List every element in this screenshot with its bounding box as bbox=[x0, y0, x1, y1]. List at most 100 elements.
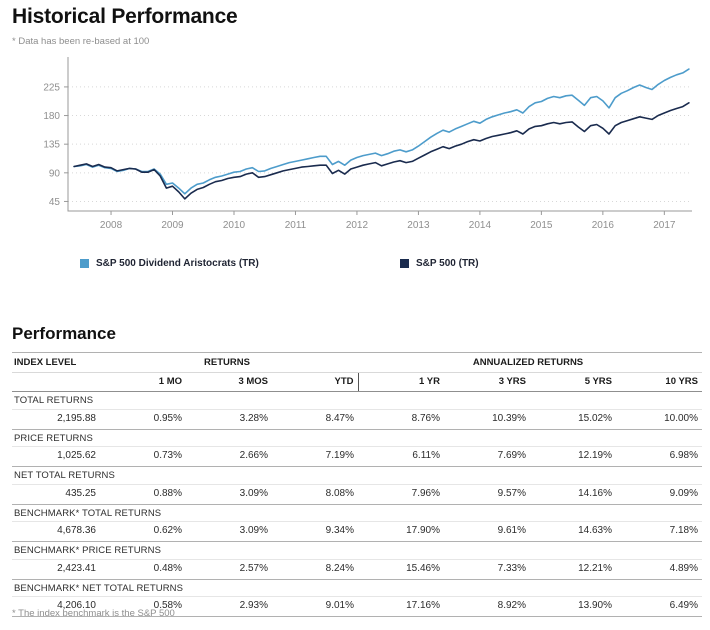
x-tick-label: 2014 bbox=[469, 220, 492, 231]
return-value: 9.09% bbox=[616, 484, 702, 505]
return-value: 2.57% bbox=[186, 559, 272, 580]
index-level-value: 1,025.62 bbox=[12, 446, 100, 467]
column-header-returns: RETURNS bbox=[100, 352, 358, 373]
x-tick-label: 2015 bbox=[530, 220, 553, 231]
return-value: 15.46% bbox=[358, 559, 444, 580]
return-value: 14.63% bbox=[530, 521, 616, 542]
column-header-index-level: INDEX LEVEL bbox=[12, 352, 100, 373]
return-value: 8.47% bbox=[272, 409, 358, 430]
return-value: 3.28% bbox=[186, 409, 272, 430]
x-tick-label: 2009 bbox=[161, 220, 184, 231]
x-tick-label: 2008 bbox=[100, 220, 123, 231]
return-value: 6.49% bbox=[616, 596, 702, 617]
x-tick-label: 2010 bbox=[223, 220, 246, 231]
x-tick-label: 2013 bbox=[407, 220, 430, 231]
table-row-label: TOTAL RETURNS bbox=[12, 391, 702, 410]
performance-heading: Performance bbox=[12, 324, 116, 343]
page-title: Historical Performance bbox=[12, 5, 238, 28]
table-row-values: 2,195.88 0.95% 3.28% 8.47% 8.76% 10.39% 15.02%… bbox=[12, 409, 702, 430]
rebase-note: * Data has been re-based at 100 bbox=[12, 36, 150, 47]
return-value: 10.00% bbox=[616, 409, 702, 430]
return-value: 6.98% bbox=[616, 446, 702, 467]
return-value: 13.90% bbox=[530, 596, 616, 617]
table-period-header-row: 1 MO 3 MOS YTD 1 YR 3 YRS 5 YRS 10 YRS bbox=[12, 372, 702, 392]
table-row-values: 2,423.41 0.48% 2.57% 8.24% 15.46% 7.33% 12.21%… bbox=[12, 559, 702, 580]
table-group-header-row: INDEX LEVEL RETURNS ANNUALIZED RETURNS bbox=[12, 352, 702, 373]
return-value: 9.61% bbox=[444, 521, 530, 542]
row-label: BENCHMARK* NET TOTAL RETURNS bbox=[12, 578, 702, 597]
column-header-5yrs: 5 YRS bbox=[530, 372, 616, 392]
return-value: 0.73% bbox=[100, 446, 186, 467]
legend-item: S&P 500 (TR) bbox=[400, 258, 479, 269]
table-row-label: NET TOTAL RETURNS bbox=[12, 466, 702, 485]
row-label: BENCHMARK* TOTAL RETURNS bbox=[12, 503, 702, 522]
legend-swatch-icon bbox=[80, 259, 89, 268]
table-row-values: 4,678.36 0.62% 3.09% 9.34% 17.90% 9.61% 14.63%… bbox=[12, 521, 702, 542]
return-value: 9.01% bbox=[272, 596, 358, 617]
return-value: 12.19% bbox=[530, 446, 616, 467]
return-value: 15.02% bbox=[530, 409, 616, 430]
index-level-value: 435.25 bbox=[12, 484, 100, 505]
return-value: 0.48% bbox=[100, 559, 186, 580]
chart-legend: S&P 500 Dividend Aristocrats (TR) S&P 500… bbox=[0, 258, 710, 274]
return-value: 8.08% bbox=[272, 484, 358, 505]
row-label: NET TOTAL RETURNS bbox=[12, 466, 702, 485]
y-tick-label: 90 bbox=[49, 168, 61, 179]
table-row-label: PRICE RETURNS bbox=[12, 428, 702, 447]
return-value: 0.88% bbox=[100, 484, 186, 505]
x-tick-label: 2012 bbox=[346, 220, 369, 231]
series-line-1 bbox=[73, 101, 690, 200]
legend-label: S&P 500 (TR) bbox=[416, 258, 479, 269]
x-tick-label: 2016 bbox=[592, 220, 615, 231]
table-row-label: BENCHMARK* TOTAL RETURNS bbox=[12, 503, 702, 522]
index-level-value: 4,206.10 bbox=[12, 596, 100, 617]
column-header-3mos: 3 MOS bbox=[186, 372, 272, 392]
legend-item: S&P 500 Dividend Aristocrats (TR) bbox=[80, 258, 259, 269]
return-value: 17.90% bbox=[358, 521, 444, 542]
column-header-blank bbox=[12, 372, 100, 392]
table-row-label: BENCHMARK* NET TOTAL RETURNS bbox=[12, 578, 702, 597]
return-value: 2.93% bbox=[186, 596, 272, 617]
y-tick-label: 135 bbox=[43, 140, 60, 151]
column-header-3yrs: 3 YRS bbox=[444, 372, 530, 392]
performance-table: INDEX LEVEL RETURNS ANNUALIZED RETURNS 1… bbox=[12, 352, 702, 617]
x-tick-label: 2011 bbox=[285, 220, 307, 231]
return-value: 9.34% bbox=[272, 521, 358, 542]
table-row-values: 4,206.10 0.58% 2.93% 9.01% 17.16% 8.92% 13.90%… bbox=[12, 596, 702, 617]
y-tick-label: 45 bbox=[49, 197, 61, 208]
index-level-value: 2,423.41 bbox=[12, 559, 100, 580]
return-value: 4.89% bbox=[616, 559, 702, 580]
benchmark-footnote: * The index benchmark is the S&P 500 bbox=[12, 608, 175, 619]
return-value: 7.96% bbox=[358, 484, 444, 505]
return-value: 7.69% bbox=[444, 446, 530, 467]
legend-label: S&P 500 Dividend Aristocrats (TR) bbox=[96, 258, 259, 269]
index-level-value: 4,678.36 bbox=[12, 521, 100, 542]
y-tick-label: 180 bbox=[43, 111, 60, 122]
return-value: 3.09% bbox=[186, 484, 272, 505]
return-value: 10.39% bbox=[444, 409, 530, 430]
return-value: 7.33% bbox=[444, 559, 530, 580]
column-header-1yr: 1 YR bbox=[357, 372, 444, 392]
return-value: 8.24% bbox=[272, 559, 358, 580]
table-row-label: BENCHMARK* PRICE RETURNS bbox=[12, 541, 702, 560]
column-header-annualized-returns: ANNUALIZED RETURNS bbox=[358, 352, 702, 373]
return-value: 0.58% bbox=[100, 596, 186, 617]
table-row-values: 1,025.62 0.73% 2.66% 7.19% 6.11% 7.69% 12.19% 6… bbox=[12, 446, 702, 467]
column-header-ytd: YTD bbox=[272, 372, 358, 392]
return-value: 7.19% bbox=[272, 446, 358, 467]
return-value: 0.95% bbox=[100, 409, 186, 430]
return-value: 9.57% bbox=[444, 484, 530, 505]
series-line-0 bbox=[73, 68, 690, 195]
y-tick-label: 225 bbox=[43, 82, 60, 93]
return-value: 17.16% bbox=[358, 596, 444, 617]
table-row-values: 435.25 0.88% 3.09% 8.08% 7.96% 9.57% 14.16% 9.0… bbox=[12, 484, 702, 505]
return-value: 3.09% bbox=[186, 521, 272, 542]
return-value: 8.76% bbox=[358, 409, 444, 430]
column-header-10yrs: 10 YRS bbox=[616, 372, 702, 392]
return-value: 7.18% bbox=[616, 521, 702, 542]
axes bbox=[67, 57, 692, 212]
return-value: 0.62% bbox=[100, 521, 186, 542]
return-value: 6.11% bbox=[358, 446, 444, 467]
return-value: 8.92% bbox=[444, 596, 530, 617]
